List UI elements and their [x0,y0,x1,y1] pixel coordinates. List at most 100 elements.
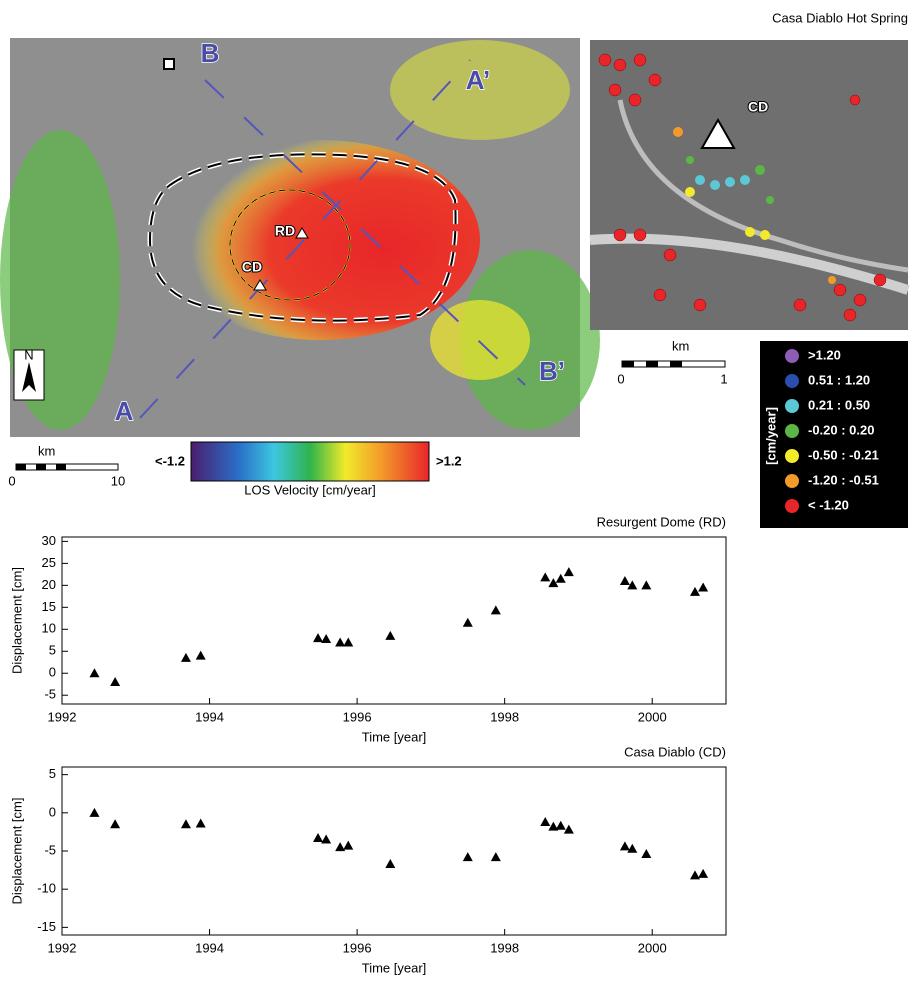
data-point [491,605,501,614]
legend-swatch [785,499,799,513]
y-tick-label: 0 [49,804,56,819]
data-point [335,842,345,851]
data-point [385,631,395,640]
legend-swatch [785,374,799,388]
scale-unit: km [672,338,689,353]
colorbar-label: LOS Velocity [cm/year] [244,482,376,497]
y-axis-label: Displacement [cm] [9,798,24,905]
y-tick-label: 5 [49,766,56,781]
data-point [321,634,331,643]
scale-unit: km [38,443,55,458]
figure: B A’ A B’ RD CD N km 0 10 <-1.2 >1.2 LOS… [0,0,917,982]
y-axis-label: Displacement [cm] [9,567,24,674]
data-point [181,819,191,828]
data-point [540,817,550,826]
legend-label: -0.50 : -0.21 [808,447,879,462]
plot-frame [62,537,726,704]
map-label: CD [242,259,262,275]
y-tick-label: 15 [42,599,56,614]
data-point [463,618,473,627]
data-point [564,567,574,576]
map-label: A [115,396,134,426]
x-tick-label: 1998 [490,940,519,955]
legend-swatch [785,424,799,438]
y-tick-label: -15 [37,919,56,934]
x-tick-label: 1998 [490,709,519,724]
x-tick-label: 1994 [195,709,224,724]
data-point [335,637,345,646]
colorbar-min: <-1.2 [155,453,185,468]
x-tick-label: 1996 [343,940,372,955]
data-point [196,651,206,660]
data-point [196,819,206,828]
data-point [110,819,120,828]
x-axis-label: Time [year] [362,960,427,975]
legend-swatch [785,474,799,488]
x-tick-label: 2000 [638,709,667,724]
data-point [463,852,473,861]
data-point [89,668,99,677]
legend-swatch [785,399,799,413]
x-tick-label: 1994 [195,940,224,955]
map-label: B [201,38,220,68]
data-point [627,844,637,853]
data-point [620,576,630,585]
y-tick-label: 0 [49,665,56,680]
legend-swatch [785,349,799,363]
y-tick-label: -10 [37,881,56,896]
scale-min: 0 [8,473,15,488]
scale-min: 0 [617,371,624,386]
data-point [181,653,191,662]
data-point [385,859,395,868]
data-point [110,677,120,686]
x-axis-label: Time [year] [362,729,427,744]
data-point [641,580,651,589]
insar-map: B A’ A B’ RD CD N [0,38,600,437]
y-tick-label: 20 [42,577,56,592]
data-point [698,583,708,592]
y-tick-label: 5 [49,643,56,658]
data-point [540,572,550,581]
data-point [343,841,353,850]
data-point [313,633,323,642]
scale-max: 10 [111,473,125,488]
map-label: RD [275,223,295,239]
map-label: B’ [539,356,565,386]
legend-label: >1.20 [808,347,841,362]
legend-swatch [785,449,799,463]
data-point [491,852,501,861]
colorbar-max: >1.2 [436,453,462,468]
north-label: N [24,347,33,362]
data-point [321,835,331,844]
data-point [620,841,630,850]
data-point [313,833,323,842]
y-tick-label: 30 [42,533,56,548]
map-label: A’ [466,65,491,95]
data-point [556,574,566,583]
x-tick-label: 2000 [638,940,667,955]
map-label: CD [748,99,768,115]
data-point [698,869,708,878]
y-tick-label: -5 [44,842,56,857]
data-point [343,637,353,646]
legend-label: 0.21 : 0.50 [808,397,870,412]
chart-title: Resurgent Dome (RD) [597,514,726,529]
x-tick-label: 1996 [343,709,372,724]
chart-title: Casa Diablo (CD) [624,744,726,759]
legend-label: 0.51 : 1.20 [808,372,870,387]
legend-label: -1.20 : -0.51 [808,472,879,487]
x-tick-label: 1992 [48,709,77,724]
map-title: Casa Diablo Hot Spring [772,10,908,25]
data-point [556,821,566,830]
legend-label: -0.20 : 0.20 [808,422,875,437]
x-tick-label: 1992 [48,940,77,955]
y-tick-label: -5 [44,687,56,702]
data-point [690,870,700,879]
data-point [641,849,651,858]
legend-unit: [cm/year] [763,407,778,465]
scale-max: 1 [720,371,727,386]
y-tick-label: 25 [42,555,56,570]
y-tick-label: 10 [42,621,56,636]
data-point [89,808,99,817]
plot-frame [62,767,726,935]
